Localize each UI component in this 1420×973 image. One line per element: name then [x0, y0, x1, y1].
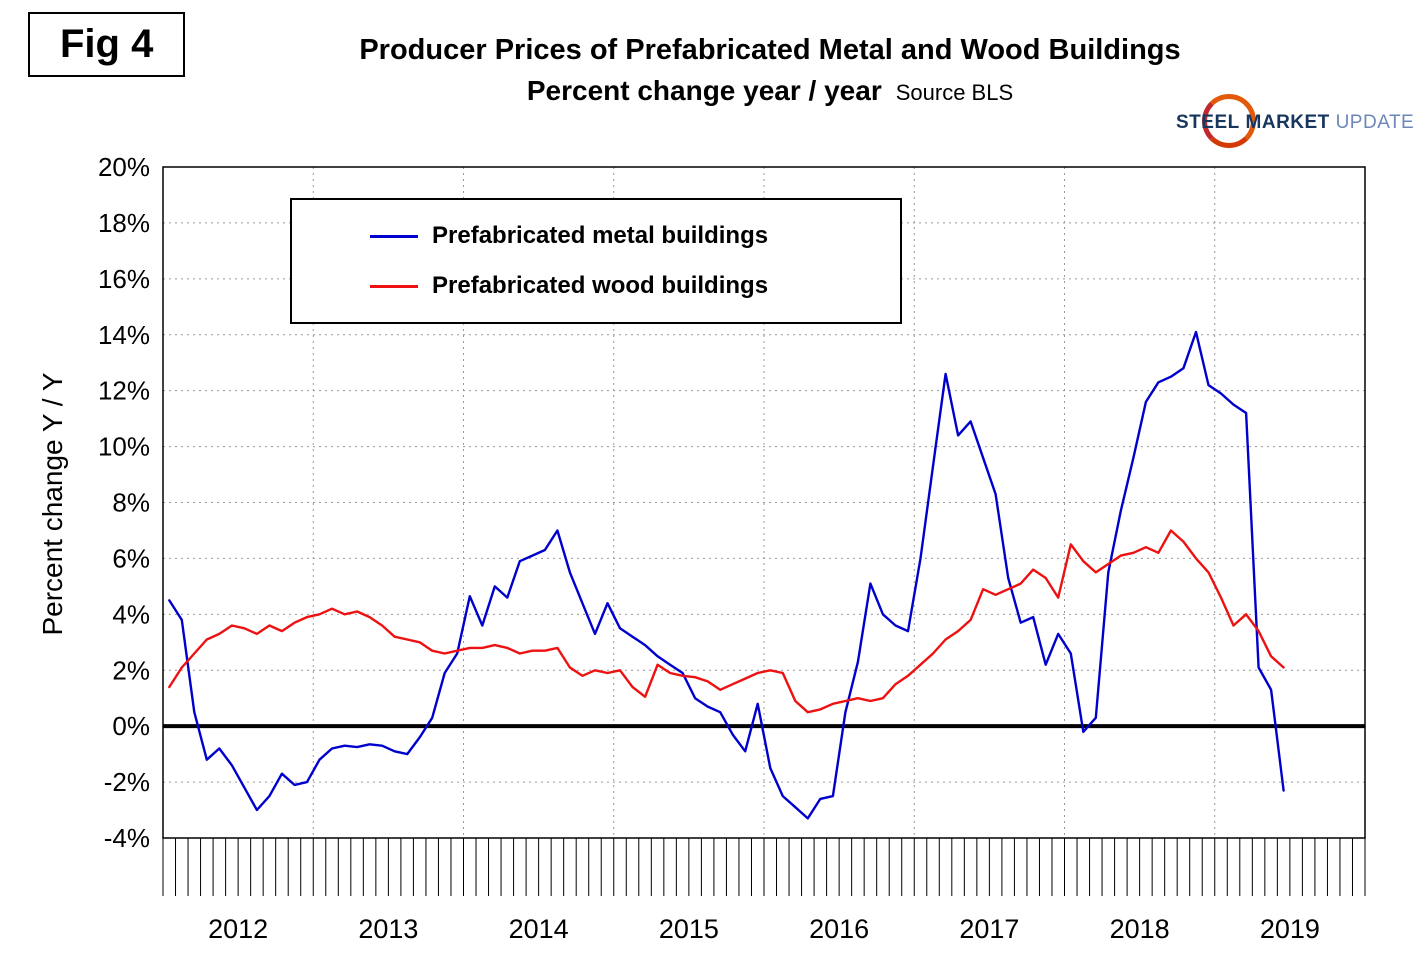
svg-text:12%: 12% [98, 376, 150, 406]
source-text: Source BLS [895, 80, 1014, 106]
svg-text:2012: 2012 [208, 914, 268, 944]
svg-text:2017: 2017 [959, 914, 1019, 944]
svg-text:10%: 10% [98, 432, 150, 462]
svg-text:16%: 16% [98, 264, 150, 294]
svg-text:2016: 2016 [809, 914, 869, 944]
svg-text:2018: 2018 [1110, 914, 1170, 944]
svg-text:20%: 20% [98, 152, 150, 182]
subtitle-text: Percent change year / year [526, 75, 882, 107]
chart-subtitle: Percent change year / year Source BLS [120, 75, 1420, 107]
legend-label-metal: Prefabricated metal buildings [432, 222, 769, 249]
chart-title-block: Producer Prices of Prefabricated Metal a… [120, 34, 1420, 108]
legend-item-metal: Prefabricated metal buildings [292, 222, 900, 250]
svg-text:6%: 6% [112, 543, 150, 573]
legend: Prefabricated metal buildings Prefabrica… [290, 198, 902, 324]
svg-text:2015: 2015 [659, 914, 719, 944]
svg-text:18%: 18% [98, 208, 150, 238]
svg-text:4%: 4% [112, 599, 150, 629]
logo-word-update: UPDATE [1335, 112, 1415, 133]
svg-text:0%: 0% [112, 711, 150, 741]
steel-market-update-logo: STEEL MARKET UPDATE [1176, 94, 1414, 150]
wood-line-sample [370, 284, 418, 288]
svg-text:2013: 2013 [358, 914, 418, 944]
svg-text:2019: 2019 [1260, 914, 1320, 944]
svg-text:8%: 8% [112, 488, 150, 518]
metal-line-sample [370, 234, 418, 238]
svg-text:-2%: -2% [104, 767, 150, 797]
logo-word-market: MARKET [1245, 112, 1330, 133]
legend-item-wood: Prefabricated wood buildings [292, 272, 900, 300]
logo-ring-icon [1202, 94, 1256, 148]
svg-text:2014: 2014 [509, 914, 569, 944]
figure-label: Fig 4 [28, 12, 186, 77]
svg-text:-4%: -4% [104, 823, 150, 853]
chart-title: Producer Prices of Prefabricated Metal a… [359, 34, 1181, 66]
logo-word-steel: STEEL [1176, 112, 1240, 133]
svg-text:2%: 2% [112, 655, 150, 685]
logo-text: STEEL MARKET UPDATE [1176, 112, 1414, 134]
legend-label-wood: Prefabricated wood buildings [432, 272, 769, 299]
svg-text:14%: 14% [98, 320, 150, 350]
